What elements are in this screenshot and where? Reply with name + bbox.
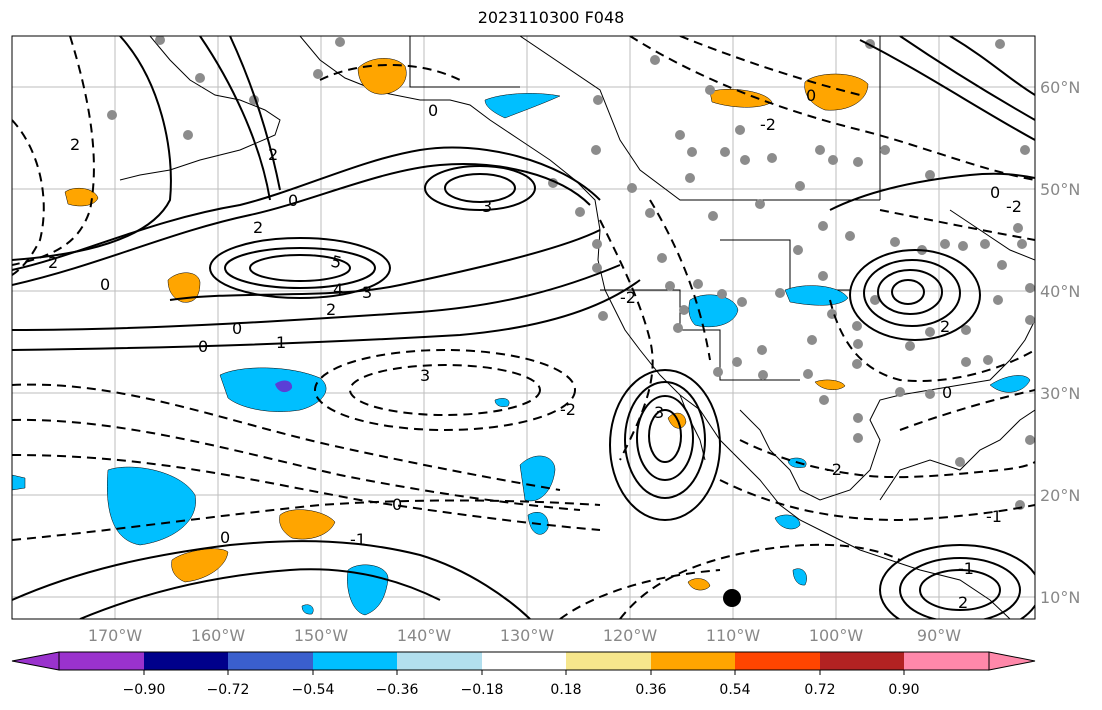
filled-circle-marker: [723, 589, 741, 607]
svg-text:0: 0: [428, 101, 438, 120]
svg-text:-1: -1: [350, 530, 366, 549]
svg-text:20°N: 20°N: [1040, 486, 1080, 505]
svg-text:2: 2: [326, 300, 336, 319]
svg-text:3: 3: [482, 197, 492, 216]
svg-text:-2: -2: [1006, 197, 1022, 216]
svg-text:0: 0: [942, 383, 952, 402]
svg-text:0.18: 0.18: [550, 682, 581, 698]
svg-text:0: 0: [806, 86, 816, 105]
svg-text:-2: -2: [760, 115, 776, 134]
svg-text:0: 0: [990, 183, 1000, 202]
dashed-contours: [12, 36, 1035, 619]
svg-text:-2: -2: [620, 288, 636, 307]
strong-negative-shading: [275, 380, 293, 393]
longitude-labels: 170°W 160°W 150°W 140°W 130°W 120°W 110°…: [88, 626, 961, 645]
contour-labels: 0 5 3 2 4 3 2 0 1 0 3 0 0 -1 3 -2 -2 -2 …: [48, 86, 1022, 612]
svg-text:2: 2: [70, 135, 80, 154]
svg-text:160°W: 160°W: [191, 626, 246, 645]
svg-text:30°N: 30°N: [1040, 384, 1080, 403]
svg-text:60°N: 60°N: [1040, 78, 1080, 97]
svg-text:0: 0: [288, 191, 298, 210]
svg-text:90°W: 90°W: [917, 626, 961, 645]
svg-text:0.72: 0.72: [804, 682, 835, 698]
svg-text:2: 2: [958, 593, 968, 612]
svg-text:5: 5: [329, 252, 344, 273]
svg-text:170°W: 170°W: [88, 626, 143, 645]
map-title: 2023110300 F048: [477, 8, 625, 27]
svg-text:2: 2: [268, 145, 278, 164]
svg-text:0.54: 0.54: [719, 682, 750, 698]
svg-text:100°W: 100°W: [809, 626, 864, 645]
svg-text:0: 0: [198, 337, 208, 356]
svg-text:2: 2: [48, 253, 58, 272]
svg-text:-1: -1: [958, 559, 974, 578]
svg-text:120°W: 120°W: [603, 626, 658, 645]
svg-text:-1: -1: [986, 507, 1002, 526]
latitude-labels: 60°N 50°N 40°N 30°N 20°N 10°N: [1040, 78, 1080, 607]
svg-text:−0.54: −0.54: [292, 682, 335, 698]
svg-text:0: 0: [220, 528, 230, 547]
positive-anomaly-shading: [64, 58, 869, 591]
svg-text:−0.36: −0.36: [376, 682, 419, 698]
svg-text:150°W: 150°W: [294, 626, 349, 645]
svg-text:130°W: 130°W: [500, 626, 555, 645]
svg-text:−0.90: −0.90: [123, 682, 166, 698]
svg-text:0: 0: [232, 319, 242, 338]
svg-text:−0.18: −0.18: [461, 682, 504, 698]
svg-text:−0.72: −0.72: [207, 682, 250, 698]
solid-contours: [12, 36, 1035, 619]
svg-text:0.36: 0.36: [635, 682, 666, 698]
svg-text:2: 2: [253, 218, 263, 237]
svg-text:4: 4: [333, 280, 343, 299]
svg-text:-2: -2: [560, 400, 576, 419]
svg-text:2: 2: [940, 317, 950, 336]
svg-text:140°W: 140°W: [397, 626, 452, 645]
colorbar: −0.90 −0.72 −0.54 −0.36 −0.18 0.18 0.36 …: [11, 651, 1036, 698]
svg-text:10°N: 10°N: [1040, 588, 1080, 607]
svg-text:3: 3: [362, 283, 372, 302]
svg-text:1: 1: [276, 333, 286, 352]
svg-text:3: 3: [654, 403, 664, 422]
svg-text:-2: -2: [826, 460, 842, 479]
svg-text:110°W: 110°W: [706, 626, 761, 645]
svg-text:0.90: 0.90: [888, 682, 919, 698]
svg-text:0: 0: [100, 275, 110, 294]
svg-text:3: 3: [420, 366, 430, 385]
svg-text:50°N: 50°N: [1040, 180, 1080, 199]
svg-text:40°N: 40°N: [1040, 282, 1080, 301]
svg-text:0: 0: [392, 495, 402, 514]
